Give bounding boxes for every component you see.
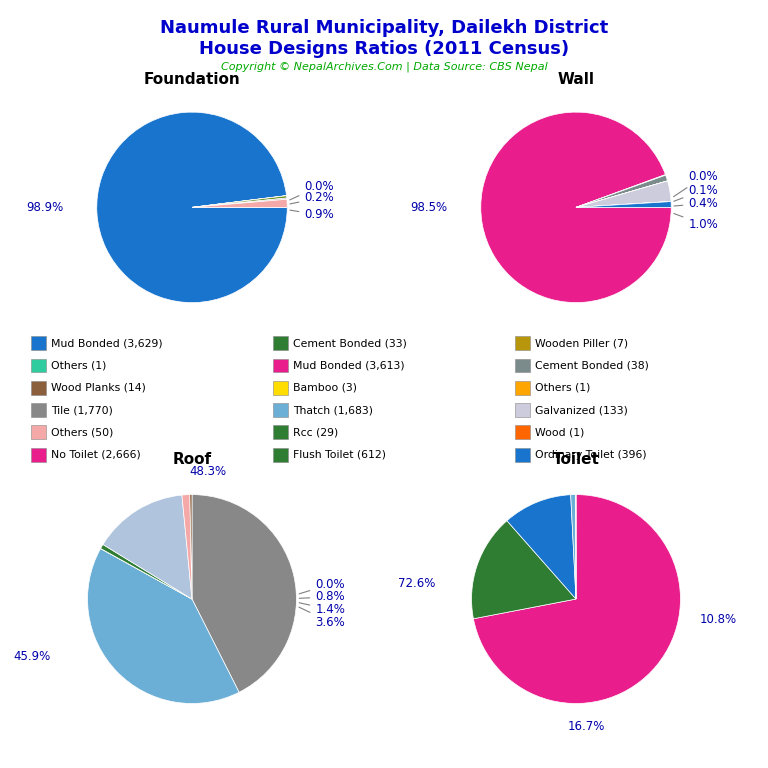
Text: 16.7%: 16.7% bbox=[568, 720, 605, 733]
Text: Cement Bonded (38): Cement Bonded (38) bbox=[535, 360, 648, 371]
Wedge shape bbox=[88, 548, 239, 703]
Wedge shape bbox=[576, 180, 667, 207]
Text: 48.3%: 48.3% bbox=[189, 465, 227, 478]
Text: No Toilet (2,666): No Toilet (2,666) bbox=[51, 449, 141, 460]
Title: Foundation: Foundation bbox=[144, 72, 240, 87]
Text: Rcc (29): Rcc (29) bbox=[293, 427, 338, 438]
Text: Others (50): Others (50) bbox=[51, 427, 113, 438]
Wedge shape bbox=[473, 495, 680, 703]
Wedge shape bbox=[192, 199, 287, 207]
Text: Wood (1): Wood (1) bbox=[535, 427, 584, 438]
Text: 0.9%: 0.9% bbox=[290, 208, 334, 221]
Text: Copyright © NepalArchives.Com | Data Source: CBS Nepal: Copyright © NepalArchives.Com | Data Sou… bbox=[220, 61, 548, 72]
Text: 1.0%: 1.0% bbox=[674, 214, 718, 231]
Wedge shape bbox=[576, 181, 671, 207]
Text: Others (1): Others (1) bbox=[51, 360, 106, 371]
Wedge shape bbox=[576, 174, 666, 207]
Text: Others (1): Others (1) bbox=[535, 382, 590, 393]
Text: 0.0%: 0.0% bbox=[674, 170, 718, 197]
Text: Mud Bonded (3,629): Mud Bonded (3,629) bbox=[51, 338, 162, 349]
Text: House Designs Ratios (2011 Census): House Designs Ratios (2011 Census) bbox=[199, 40, 569, 58]
Text: 0.4%: 0.4% bbox=[674, 197, 718, 210]
Wedge shape bbox=[182, 495, 192, 599]
Text: Galvanized (133): Galvanized (133) bbox=[535, 405, 627, 415]
Text: 98.9%: 98.9% bbox=[26, 201, 64, 214]
Text: 45.9%: 45.9% bbox=[14, 650, 51, 663]
Text: Naumule Rural Municipality, Dailekh District: Naumule Rural Municipality, Dailekh Dist… bbox=[160, 19, 608, 37]
Wedge shape bbox=[190, 495, 192, 599]
Wedge shape bbox=[481, 112, 671, 303]
Text: Mud Bonded (3,613): Mud Bonded (3,613) bbox=[293, 360, 404, 371]
Wedge shape bbox=[576, 201, 671, 207]
Wedge shape bbox=[576, 175, 667, 207]
Wedge shape bbox=[192, 198, 287, 207]
Wedge shape bbox=[101, 548, 192, 599]
Wedge shape bbox=[103, 495, 192, 599]
Wedge shape bbox=[472, 521, 576, 619]
Text: 1.4%: 1.4% bbox=[300, 603, 345, 616]
Text: 0.1%: 0.1% bbox=[674, 184, 718, 201]
Wedge shape bbox=[192, 196, 286, 207]
Text: Ordinary Toilet (396): Ordinary Toilet (396) bbox=[535, 449, 646, 460]
Wedge shape bbox=[97, 112, 287, 303]
Text: 3.6%: 3.6% bbox=[299, 607, 345, 628]
Text: 0.0%: 0.0% bbox=[299, 578, 345, 594]
Text: 72.6%: 72.6% bbox=[398, 577, 435, 590]
Text: Flush Toilet (612): Flush Toilet (612) bbox=[293, 449, 386, 460]
Text: Wooden Piller (7): Wooden Piller (7) bbox=[535, 338, 627, 349]
Title: Wall: Wall bbox=[558, 72, 594, 87]
Wedge shape bbox=[576, 201, 671, 207]
Text: 10.8%: 10.8% bbox=[699, 614, 737, 627]
Text: Bamboo (3): Bamboo (3) bbox=[293, 382, 356, 393]
Text: Thatch (1,683): Thatch (1,683) bbox=[293, 405, 372, 415]
Wedge shape bbox=[192, 495, 296, 692]
Text: Wood Planks (14): Wood Planks (14) bbox=[51, 382, 146, 393]
Text: Cement Bonded (33): Cement Bonded (33) bbox=[293, 338, 406, 349]
Wedge shape bbox=[101, 545, 192, 599]
Wedge shape bbox=[192, 196, 286, 207]
Text: 98.5%: 98.5% bbox=[410, 201, 448, 214]
Text: 0.8%: 0.8% bbox=[300, 591, 345, 604]
Title: Toilet: Toilet bbox=[552, 452, 600, 467]
Wedge shape bbox=[571, 495, 576, 599]
Text: Tile (1,770): Tile (1,770) bbox=[51, 405, 113, 415]
Text: 0.2%: 0.2% bbox=[290, 191, 334, 204]
Wedge shape bbox=[507, 495, 576, 599]
Text: 0.0%: 0.0% bbox=[290, 180, 334, 200]
Title: Roof: Roof bbox=[173, 452, 211, 467]
